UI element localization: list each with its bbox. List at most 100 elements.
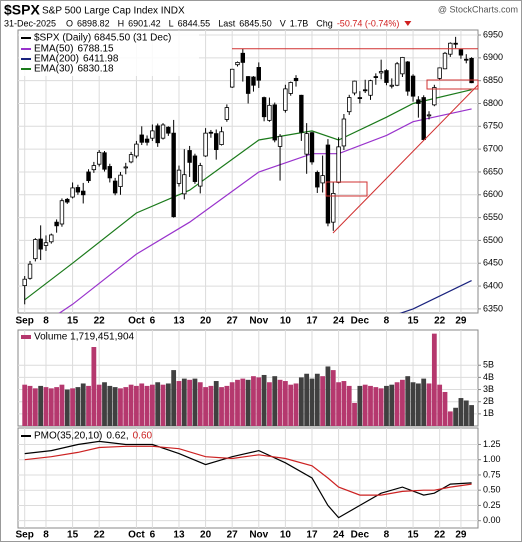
candle-body [22,278,27,287]
volume-bar [107,385,113,426]
candle-body [49,234,54,243]
x-tick-label: 22 [94,530,106,541]
volume-bar [431,333,437,426]
candle-body [464,58,469,61]
candle-body [203,132,208,157]
x-tick-label: 10 [280,316,292,327]
candle-body [277,135,283,147]
volume-bar [229,382,235,426]
series-line [24,440,472,519]
candle-body [229,68,235,88]
legend-label: EMA(30) [34,64,73,75]
volume-bar [165,383,171,426]
candle-body [336,146,341,183]
candle-body [288,82,293,94]
volume-bar [336,382,341,426]
volume-bar [251,376,256,426]
y-tick-label: 0.50 [483,485,501,495]
candle-body [432,87,437,106]
x-tick-label: 15 [407,316,419,327]
quote-label: H [118,18,125,28]
volume-bar [176,381,182,426]
candle-body [166,126,171,134]
candle-body [59,200,65,225]
volume-bar [421,378,427,426]
volume-bar [346,385,352,426]
x-tick-label: Nov [249,316,268,327]
y-tick-label: 3B [483,384,494,394]
x-tick-label: 10 [280,530,292,541]
candle-body [267,104,272,121]
candle-body [128,154,134,163]
y-tick-label: 6600 [483,189,503,199]
legend-label: Volume 1,719,451,904 [34,332,135,343]
y-tick-label: 6650 [483,166,503,176]
volume-bar [192,378,198,426]
x-tick-label: 20 [200,530,212,541]
candle-body [469,57,474,84]
candle-body [426,114,432,117]
volume-bar [437,384,443,426]
candle-body [315,172,320,188]
candle-body [139,134,144,143]
volume-bar [325,366,331,426]
y-tick-label: 6750 [483,121,503,131]
candle-body [65,198,70,203]
volume-bar [277,379,283,426]
index-name: S&P 500 Large Cap Index INDX [42,6,185,17]
y-tick-label: 6900 [483,52,503,62]
volume-bar [64,389,70,426]
legends: $SPX (Daily) 6845.50 (31 Dec)EMA(50) 6788… [19,31,199,442]
candle-body [86,171,91,182]
candle-body [299,94,304,133]
candle-body [43,242,49,246]
volume-bar [80,383,86,426]
volume-bar [410,382,416,426]
candle-body [102,152,107,170]
x-tick-label: 13 [173,316,185,327]
candle-body [27,263,33,279]
candle-body [384,70,389,83]
candle-body [91,165,97,171]
volume-bar [118,388,123,426]
quote-value: 1.7B [290,18,309,28]
trend-line [332,84,479,234]
volume-bar [91,347,97,426]
volume-bar [373,387,379,426]
x-tick-label: 15 [67,530,79,541]
series-line [24,89,472,301]
quote: O 6898.82 H 6901.42 L 6844.55 Last 6845.50 V 1.7B… [66,18,412,28]
candle-body [192,155,198,182]
candle-body [33,239,38,260]
volume-bar [341,381,347,426]
quote-value: 6901.42 [128,18,161,28]
candle-body [54,221,59,227]
volume-bar [240,378,246,426]
y-tick-label: 6550 [483,212,503,222]
legend-value: 6788.15 [77,44,114,55]
y-tick-label: 5B [483,360,494,370]
legend-label: 0.60 [133,431,153,442]
volume-bar [368,385,373,426]
y-tick-label: 6400 [483,280,503,290]
x-tick-label: Oct [128,530,145,541]
candle-body [261,97,267,118]
volume-bar [96,384,102,426]
x-tick-label: 15 [67,316,79,327]
volume-bar [298,377,304,426]
candle-body [357,97,363,99]
candle-body [112,180,118,194]
volume-bar [272,376,278,426]
volume-bar [458,398,464,426]
volume-bar [144,385,150,426]
volume-bar [149,384,155,426]
date: 31-Dec-2025 [4,18,56,28]
candle-body [245,76,251,94]
candle-body [410,75,416,97]
candle-body [442,52,448,70]
candle-body [96,151,102,165]
volume-bar [86,385,91,426]
candle-body [347,97,352,113]
volume-bar [70,388,75,426]
volume-bar [75,387,81,426]
